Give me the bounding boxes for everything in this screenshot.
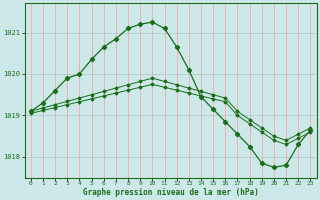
X-axis label: Graphe pression niveau de la mer (hPa): Graphe pression niveau de la mer (hPa)	[83, 188, 259, 197]
